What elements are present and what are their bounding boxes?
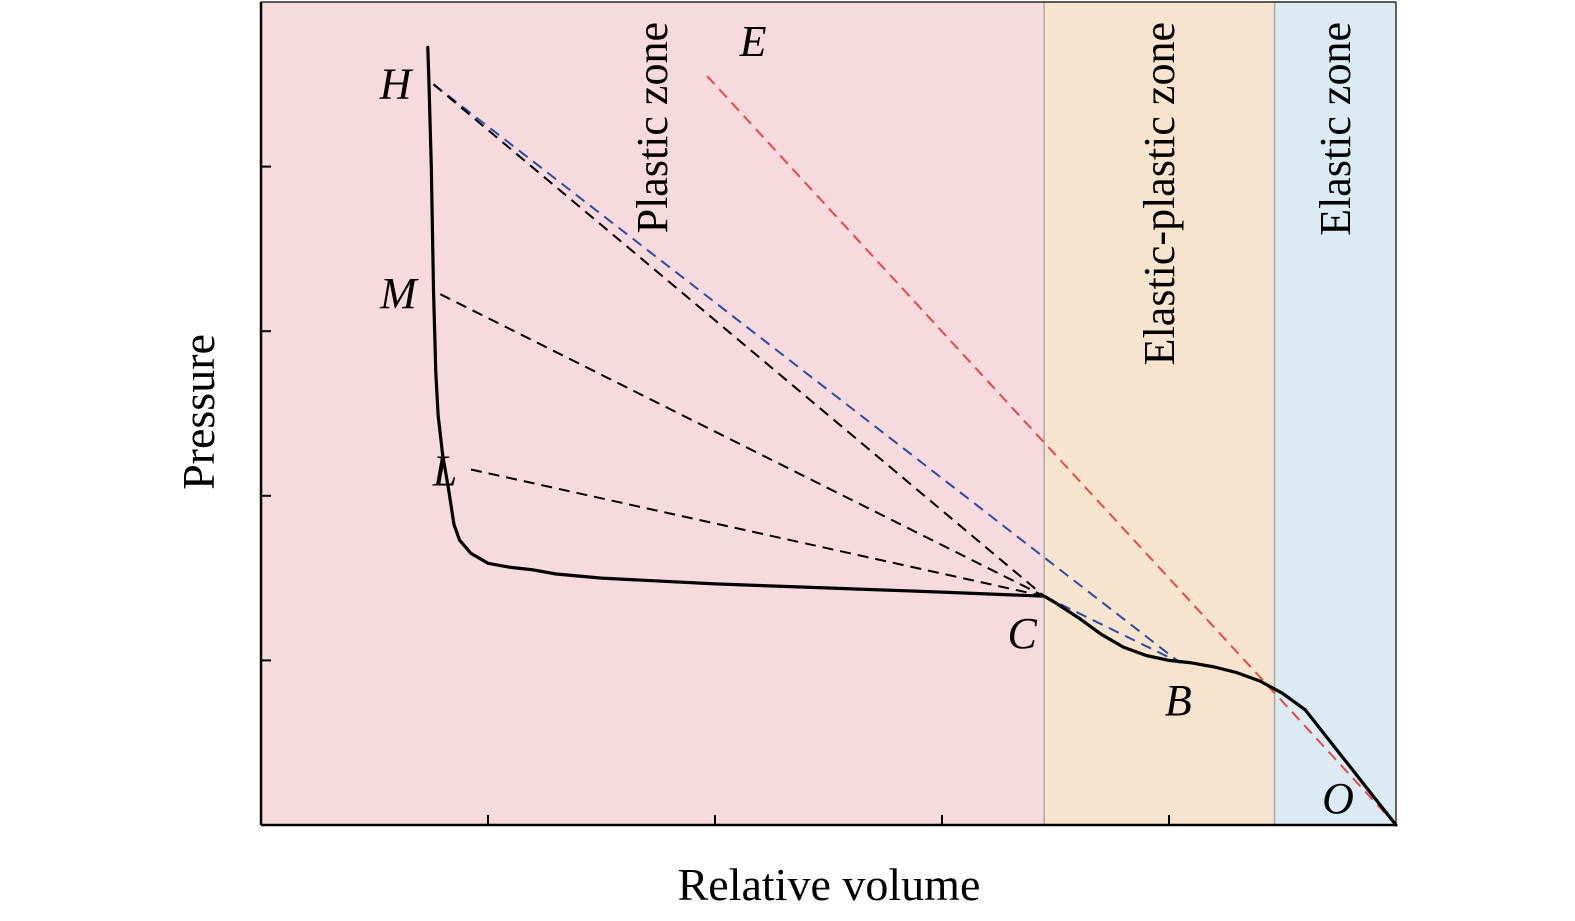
zone-label-elastic-plastic-zone: Elastic-plastic zone — [1135, 22, 1184, 365]
point-label-o: O — [1322, 774, 1354, 823]
zone-bg-elastic-plastic-zone — [1044, 2, 1275, 825]
axes — [259, 1, 1397, 827]
dashed-line-3 — [1043, 595, 1181, 664]
point-label-l: L — [432, 447, 457, 496]
x-axis-title: Relative volume — [678, 859, 981, 910]
point-label-b: B — [1165, 676, 1192, 725]
zone-label-elastic-zone: Elastic zone — [1311, 22, 1360, 236]
series-layer — [426, 45, 1398, 827]
zone-bg-plastic-zone — [261, 2, 1045, 825]
dashed-line-5 — [439, 293, 1045, 598]
dashed-line-2 — [432, 83, 1181, 664]
point-label-e: E — [739, 17, 767, 66]
pressure-curve-0 — [426, 45, 1398, 827]
zone-bg-elastic-zone — [1274, 2, 1396, 825]
point-label-m: M — [379, 269, 419, 318]
point-labels: H E M L C B O — [379, 17, 1354, 823]
zone-labels: Plastic zone Elastic-plastic zone Elastic … — [628, 22, 1360, 365]
y-axis-title: Pressure — [173, 334, 224, 490]
dashed-line-4 — [432, 83, 1045, 597]
zone-label-plastic-zone: Plastic zone — [628, 22, 677, 233]
dashed-line-6 — [470, 468, 1045, 598]
zones-layer — [261, 2, 1396, 825]
point-label-c: C — [1008, 609, 1038, 658]
point-label-h: H — [379, 59, 414, 108]
dashed-line-1 — [706, 75, 1397, 826]
